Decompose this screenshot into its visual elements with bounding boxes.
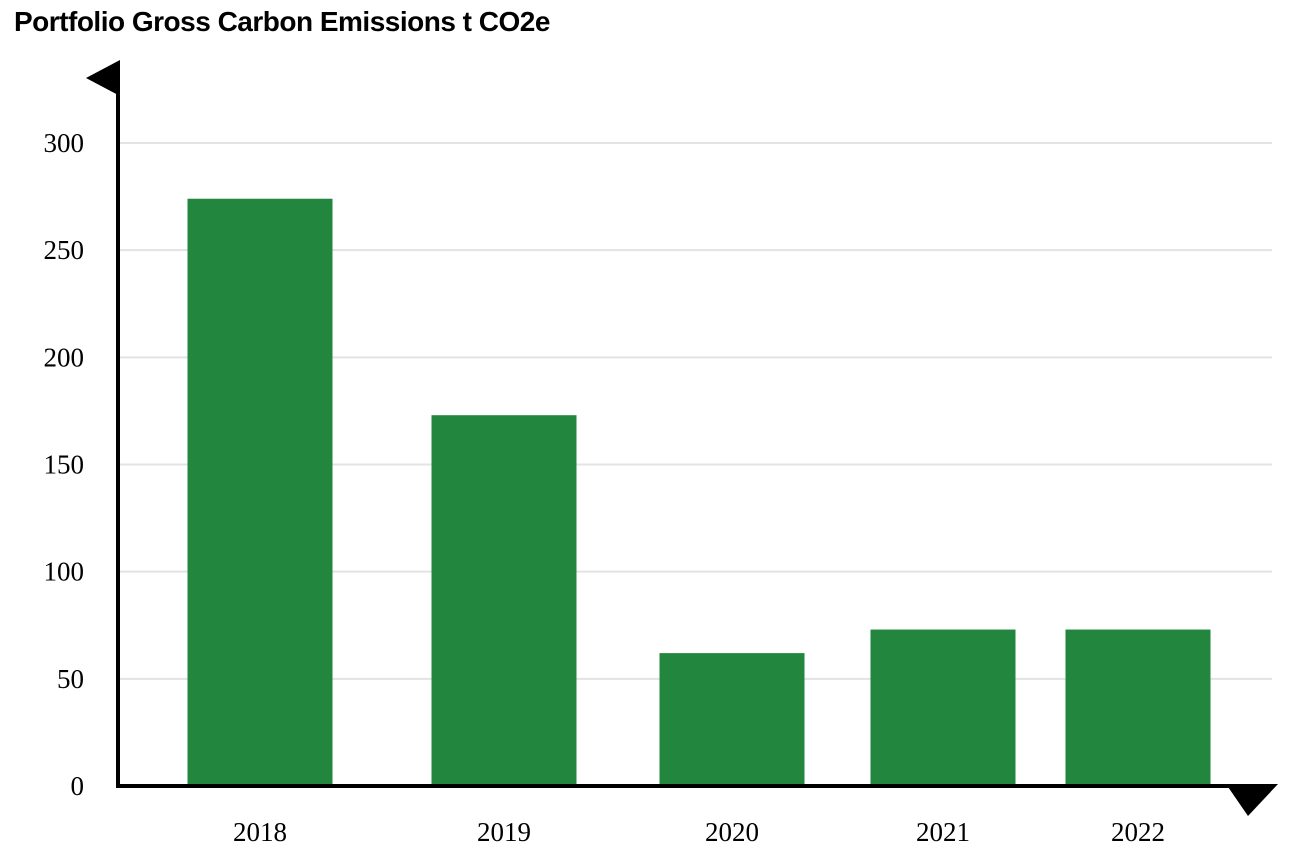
x-tick-label: 2022 bbox=[1111, 817, 1165, 847]
bar-2022 bbox=[1065, 629, 1211, 786]
bar-2021 bbox=[870, 629, 1016, 786]
y-tick-label: 150 bbox=[44, 450, 85, 480]
y-tick-label: 200 bbox=[44, 342, 85, 372]
y-tick-label: 300 bbox=[44, 128, 85, 158]
y-axis-arrow-icon bbox=[86, 60, 120, 96]
bar-2018 bbox=[187, 198, 333, 786]
x-tick-label: 2018 bbox=[233, 817, 287, 847]
y-tick-label: 50 bbox=[57, 664, 84, 694]
bars bbox=[187, 198, 1211, 786]
bar-2019 bbox=[431, 415, 577, 786]
y-tick-label: 250 bbox=[44, 235, 85, 265]
chart-title: Portfolio Gross Carbon Emissions t CO2e bbox=[14, 6, 550, 37]
x-tick-label: 2020 bbox=[705, 817, 759, 847]
x-tick-label: 2021 bbox=[916, 817, 970, 847]
x-tick-label: 2019 bbox=[477, 817, 531, 847]
y-tick-label: 0 bbox=[71, 771, 85, 801]
x-axis-arrow-icon bbox=[1226, 784, 1278, 816]
axes bbox=[86, 60, 1278, 816]
bar-2020 bbox=[659, 653, 805, 786]
y-tick-label: 100 bbox=[44, 557, 85, 587]
y-axis-ticks: 0 50 100 150 200 250 300 bbox=[44, 128, 85, 801]
x-axis-ticks: 2018 2019 2020 2021 2022 bbox=[233, 817, 1165, 847]
